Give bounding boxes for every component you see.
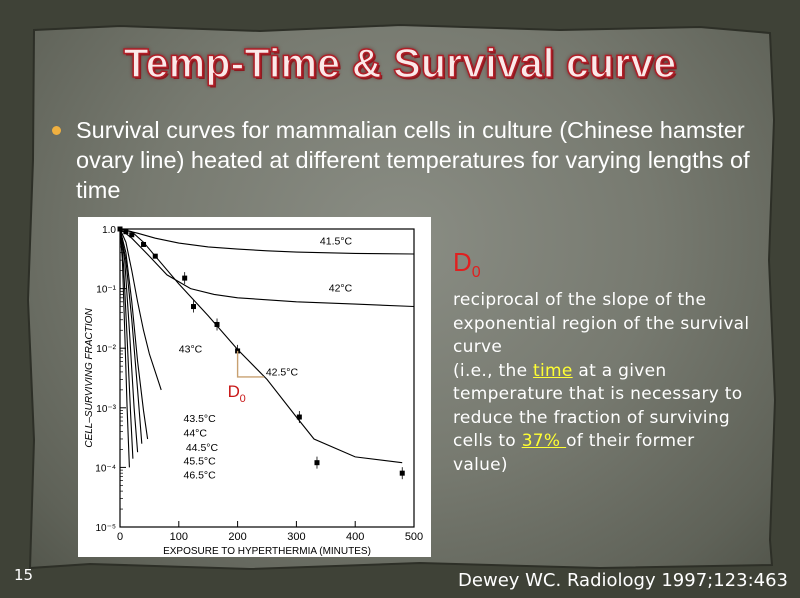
series-label: 44°C: [184, 427, 208, 439]
citation: Dewey WC. Radiology 1997;123:463: [458, 570, 788, 591]
x-axis-label: EXPOSURE TO HYPERTHERMIA (MINUTES): [163, 546, 371, 557]
series-label: 45.5°C: [184, 456, 217, 468]
y-tick-label: 10⁻²: [96, 344, 116, 355]
bullet-dot-icon: [52, 126, 61, 135]
series-label: 42.5°C: [266, 366, 299, 378]
d0-time-link[interactable]: time: [533, 360, 573, 381]
series-label: 41.5°C: [320, 235, 353, 247]
d0-heading: D0: [453, 248, 753, 287]
series-label: 43.5°C: [184, 413, 217, 425]
x-tick-label: 100: [170, 531, 188, 543]
y-axis-label: CELL–SURVIVING FRACTION: [84, 308, 95, 448]
series-label: 42°C: [329, 282, 353, 294]
data-point: [129, 232, 135, 238]
y-tick-label: 1.0: [102, 225, 116, 236]
d0-line1: reciprocal of the slope of the exponenti…: [453, 290, 750, 358]
x-tick-label: 300: [287, 531, 305, 543]
y-tick-label: 10⁻³: [96, 404, 116, 415]
series-label: 44.5°C: [186, 442, 219, 454]
x-tick-label: 400: [346, 531, 364, 543]
d0-chart-annotation: D: [228, 382, 240, 401]
series-line: [119, 228, 415, 308]
d0-line2-pre: (i.e., the: [453, 360, 534, 381]
series-label: 43°C: [179, 343, 203, 355]
survival-chart: 1.0 10⁻¹ 10⁻² 10⁻³ 10⁻⁴ 10⁻⁵ 0 100 200 300 400 500 E…: [78, 217, 431, 557]
survival-chart-svg: 1.010⁻¹10⁻²10⁻³10⁻⁴10⁻⁵0 100 200 300 400 500E…: [84, 225, 423, 557]
series-line: [119, 228, 162, 391]
series-line: [119, 228, 149, 440]
y-tick-label: 10⁻¹: [96, 285, 116, 296]
d0-37-link[interactable]: 37%: [521, 431, 567, 452]
d0-letter: D: [453, 247, 472, 277]
d0-subscript: 0: [471, 264, 481, 282]
d0-explanation: D0 reciprocal of the slope of the expone…: [453, 248, 753, 477]
series-line: [119, 228, 143, 444]
x-tick-label: 500: [405, 531, 423, 543]
d0-bracket: [236, 350, 265, 378]
data-point: [123, 229, 129, 235]
x-tick-label: 0: [117, 531, 123, 543]
y-tick-label: 10⁻⁵: [95, 523, 116, 534]
series-line: [119, 228, 130, 468]
y-tick-label: 10⁻⁴: [95, 463, 116, 474]
data-point: [117, 226, 123, 232]
series-line: [119, 228, 415, 255]
series-line: [119, 228, 139, 453]
bullet-text: Survival curves for mammalian cells in c…: [76, 117, 750, 203]
x-tick-label: 200: [228, 531, 246, 543]
data-point: [152, 253, 158, 259]
d0-chart-annotation-sub: 0: [240, 393, 246, 405]
slide-title: Temp-Time & Survival curve: [123, 39, 677, 87]
plot-frame: [119, 228, 415, 528]
series-line: [119, 228, 403, 464]
d0-line3-post: of their former value): [453, 431, 695, 475]
d0-line2-post: at a given temperature that is necessary…: [453, 360, 743, 452]
d0-description: reciprocal of the slope of the exponenti…: [453, 289, 753, 477]
page-number: 15: [14, 566, 34, 584]
data-point: [141, 241, 147, 247]
series-label: 46.5°C: [184, 470, 217, 482]
